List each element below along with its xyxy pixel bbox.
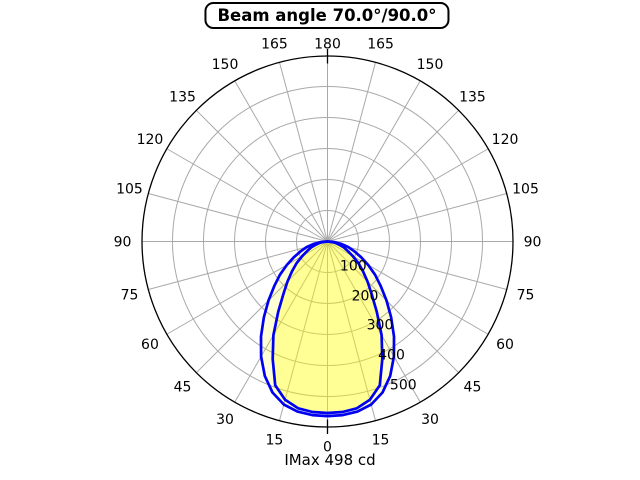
radial-tick-label: 300 [367, 318, 394, 334]
angle-label: 165 [261, 36, 288, 52]
angle-label: 15 [372, 433, 390, 449]
radial-tick-label: 200 [352, 289, 379, 305]
angle-label: 150 [212, 57, 239, 73]
angle-label: 30 [216, 412, 234, 428]
angle-label: 60 [496, 337, 514, 353]
angle-label: 120 [492, 132, 519, 148]
angle-label: 180 [314, 37, 341, 53]
grid-ring [265, 179, 390, 304]
beam-70-fill [272, 241, 383, 413]
angle-label: 60 [141, 337, 159, 353]
imax-caption: IMax 498 cd [284, 451, 376, 469]
chart-title-box: Beam angle 70.0°/90.0° [204, 2, 450, 29]
angle-label: 75 [121, 288, 139, 304]
angle-label: 30 [421, 412, 439, 428]
angle-label: 90 [114, 235, 132, 251]
beam-90-fill [261, 241, 394, 417]
grid-ring [296, 210, 359, 273]
radial-tick-labels: 100 200 300 400 500 [340, 259, 417, 394]
radial-tick-label: 100 [340, 259, 367, 275]
beam-70-curve [271, 240, 384, 415]
angle-label: 45 [174, 379, 192, 395]
angle-label: 75 [517, 288, 535, 304]
angle-label: 0 [323, 440, 332, 456]
beam-90-curve [259, 240, 396, 418]
radial-tick-label: 500 [390, 378, 417, 394]
angle-label: 165 [367, 36, 394, 52]
angle-label: 105 [512, 181, 539, 197]
grid-ring [172, 86, 483, 397]
angle-label: 90 [524, 235, 542, 251]
polar-grid [142, 56, 513, 427]
angle-label: 15 [266, 433, 284, 449]
angle-label: 105 [116, 181, 143, 197]
angle-labels: 0 15 15 30 30 45 45 60 60 75 75 90 90 105 105 120 120 135… [114, 36, 542, 455]
chart-title: Beam angle 70.0°/90.0° [217, 6, 437, 25]
angle-label: 135 [459, 90, 486, 106]
radial-tick-label: 400 [378, 348, 405, 364]
angle-label: 45 [464, 379, 482, 395]
grid-ring [234, 148, 421, 335]
angle-label: 135 [169, 90, 196, 106]
grid-ring [203, 117, 452, 366]
angle-label: 120 [137, 132, 164, 148]
angle-label: 150 [417, 57, 444, 73]
